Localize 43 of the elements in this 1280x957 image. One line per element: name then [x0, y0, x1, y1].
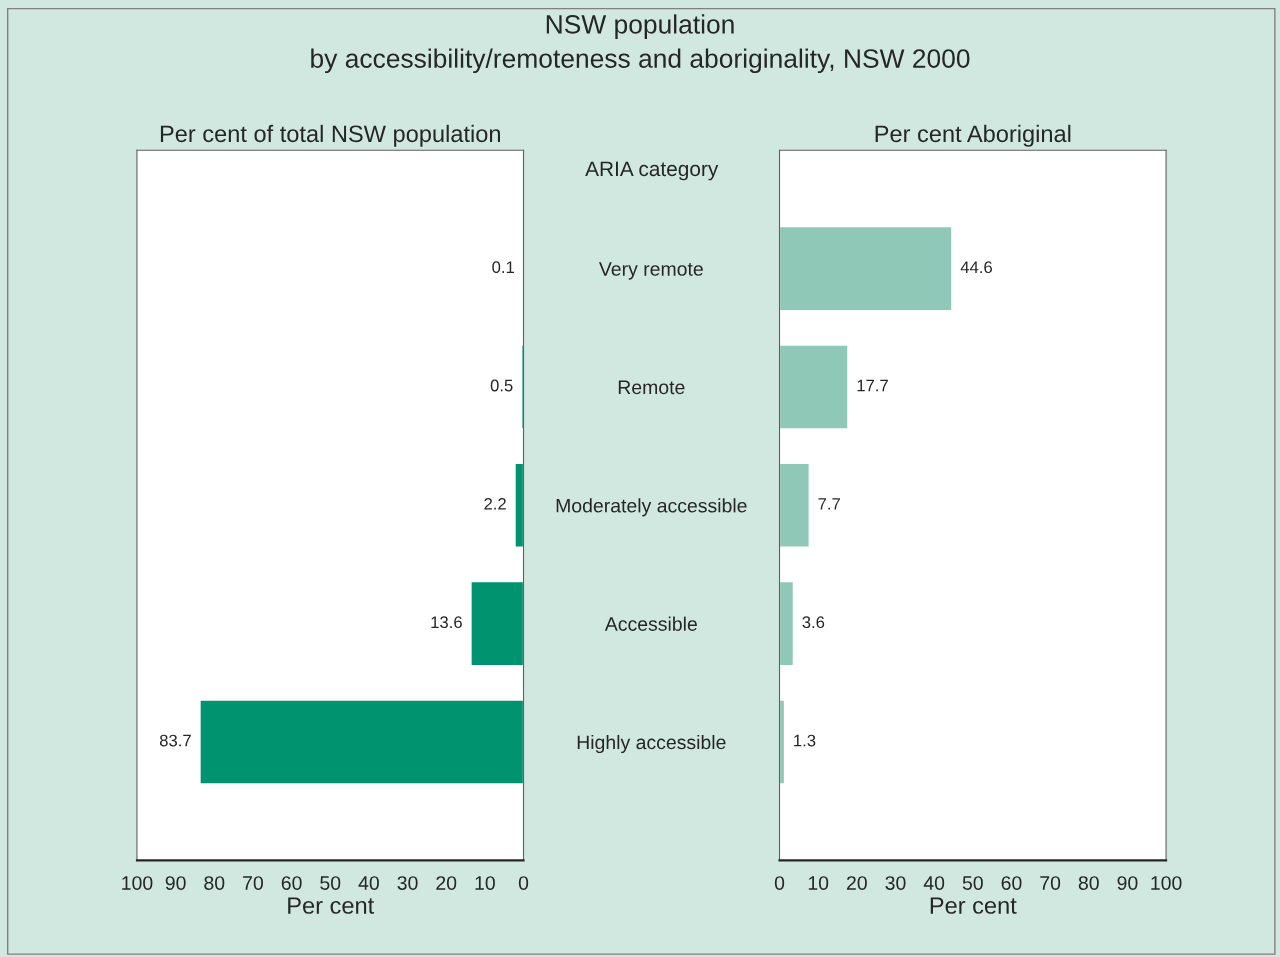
x-tick-label: 80 — [204, 876, 225, 890]
data-label: 83.7 — [159, 734, 191, 747]
x-tick-label: 100 — [1151, 876, 1182, 890]
data-label: 0.5 — [490, 379, 513, 392]
x-axis-title: Per cent — [288, 897, 375, 914]
x-tick-label: 0 — [518, 876, 529, 890]
x-tick-label: 20 — [847, 876, 867, 890]
data-label: 7.7 — [818, 498, 840, 510]
y-tick-label: Accessible — [604, 616, 697, 631]
data-label: 17.7 — [857, 379, 888, 392]
y-tick-label: Highly accessible — [577, 734, 726, 754]
x-tick-label: 70 — [1040, 876, 1061, 890]
x-tick-label: 30 — [885, 876, 906, 890]
data-label: 3.6 — [802, 616, 825, 629]
data-label: 13.6 — [431, 616, 462, 629]
x-tick-label: 10 — [808, 876, 829, 890]
y-tick-label: Moderately accessible — [556, 498, 747, 517]
data-label: 1.3 — [794, 734, 816, 747]
data-label: 44.6 — [960, 261, 992, 274]
x-tick-label: 0 — [774, 876, 785, 890]
chart-title: Per cent Aboriginal — [875, 124, 1071, 147]
x-tick-label: 40 — [358, 876, 379, 890]
x-tick-label: 70 — [243, 876, 263, 890]
text: NSW population by accessibility/remoteness and aboriginality, NSW 2000 — [311, 14, 970, 74]
x-tick-label: 80 — [1078, 876, 1099, 890]
x-tick-label: 90 — [165, 876, 186, 890]
x-tick-label: 10 — [475, 876, 495, 890]
data-label: 0.1 — [492, 261, 514, 274]
x-tick-label: 90 — [1117, 876, 1138, 890]
x-tick-label: 60 — [281, 876, 302, 890]
x-tick-label: 60 — [1001, 876, 1022, 890]
y-tick-label: Very remote — [598, 262, 703, 280]
x-tick-label: 100 — [122, 876, 153, 890]
x-tick-label: 30 — [397, 876, 418, 890]
data-label: 2.2 — [484, 497, 506, 510]
x-axis-title: Per cent — [930, 897, 1017, 914]
x-tick-label: 50 — [962, 876, 983, 890]
y-axis-title: ARIA category — [585, 161, 719, 181]
y-tick-label: Remote — [618, 380, 685, 395]
x-tick-label: 50 — [320, 876, 341, 890]
chart-subtitle: Per cent of total NSW population — [160, 124, 500, 147]
x-tick-label: 40 — [923, 876, 945, 890]
x-tick-label: 20 — [436, 876, 457, 890]
